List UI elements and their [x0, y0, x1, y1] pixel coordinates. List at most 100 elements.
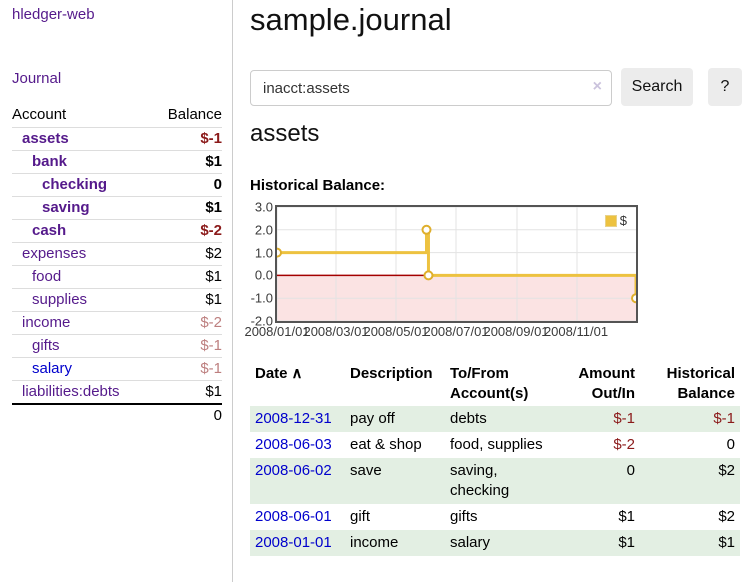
- x-tick-label: 2008/07/01: [423, 324, 489, 339]
- transaction-amount: $1: [618, 508, 635, 525]
- transaction-description: gift: [350, 508, 371, 525]
- transaction-balance: $2: [718, 508, 735, 525]
- transaction-amount: $-2: [613, 436, 635, 453]
- register-row: 2008-06-01 gift gifts $1 $2: [250, 504, 740, 530]
- main-content: sample.journal × Search ? assets Histori…: [244, 0, 742, 582]
- transaction-date-link[interactable]: 2008-06-01: [255, 508, 332, 525]
- transaction-description: income: [350, 534, 399, 551]
- account-row: supplies $1: [12, 288, 222, 312]
- account-column-header: Account: [12, 106, 67, 123]
- transaction-description: pay off: [350, 410, 395, 427]
- account-balance: $-2: [151, 219, 222, 243]
- account-row: liabilities:debts $1: [12, 380, 222, 404]
- balance-column-header: Historical Balance: [666, 365, 735, 402]
- account-link-supplies[interactable]: supplies: [32, 291, 88, 308]
- y-tick-label: 1.0: [254, 245, 273, 261]
- account-balance: $-1: [151, 334, 222, 358]
- sort-ascending-icon: ∧: [291, 365, 303, 382]
- account-link-expenses[interactable]: expenses: [22, 245, 87, 262]
- register-row: 2008-12-31 pay off debts $-1 $-1: [250, 406, 740, 432]
- x-tick-label: 2008/03/01: [303, 324, 369, 339]
- y-tick-label: 3.0: [254, 199, 273, 215]
- register-table: Date ∧ Description To/From Account(s) Amo…: [250, 362, 740, 556]
- y-tick-label: -2.0: [250, 313, 273, 329]
- account-row: saving $1: [12, 196, 222, 220]
- app-brand-link[interactable]: hledger-web: [12, 6, 95, 23]
- transaction-amount: $-1: [613, 410, 635, 427]
- y-tick-label: -1.0: [250, 290, 273, 306]
- sidebar-item-journal[interactable]: Journal: [12, 70, 62, 87]
- search-input[interactable]: [250, 70, 612, 106]
- account-row: bank $1: [12, 150, 222, 174]
- clear-search-icon[interactable]: ×: [592, 78, 602, 95]
- transaction-accounts: gifts: [450, 508, 478, 525]
- accounts-column-header: To/From Account(s): [450, 365, 529, 402]
- account-balance: $1: [151, 380, 222, 404]
- help-button[interactable]: ?: [708, 68, 742, 106]
- account-link-bank[interactable]: bank: [32, 153, 68, 170]
- transaction-date-link[interactable]: 2008-06-02: [255, 462, 332, 479]
- account-row: cash $-2: [12, 219, 222, 243]
- accounts-total-row: 0: [12, 403, 222, 427]
- transaction-amount: $1: [618, 534, 635, 551]
- transaction-accounts: debts: [450, 410, 487, 427]
- legend-swatch-icon: [604, 214, 617, 227]
- account-link-cash[interactable]: cash: [32, 222, 67, 239]
- account-row: assets $-1: [12, 127, 222, 151]
- transaction-balance: $2: [718, 462, 735, 479]
- register-table-header: Date ∧ Description To/From Account(s) Amo…: [250, 362, 740, 406]
- page-title: sample.journal: [250, 2, 452, 37]
- transaction-accounts: saving, checking: [450, 462, 510, 499]
- transaction-date-link[interactable]: 2008-01-01: [255, 534, 332, 551]
- transaction-amount: 0: [626, 462, 635, 479]
- account-link-income[interactable]: income: [22, 314, 71, 331]
- search-button[interactable]: Search: [621, 68, 693, 106]
- register-row: 2008-06-03 eat & shop food, supplies $-2…: [250, 432, 740, 458]
- sidebar: hledger-web Journal Account Balance asse…: [0, 0, 233, 582]
- x-tick-label: 2008/01/01: [244, 324, 310, 339]
- account-balance: $2: [151, 242, 222, 266]
- chart-legend: $: [604, 213, 627, 228]
- x-tick-label: 2008/09/01: [483, 324, 549, 339]
- account-row: expenses $2: [12, 242, 222, 266]
- date-column-header: Date ∧: [255, 365, 303, 382]
- account-heading: assets: [250, 120, 320, 147]
- account-link-liabilities-debts[interactable]: liabilities:debts: [22, 383, 120, 400]
- transaction-balance: $1: [718, 534, 735, 551]
- account-balance: $1: [151, 196, 222, 220]
- transaction-description: eat & shop: [350, 436, 422, 453]
- transaction-balance: 0: [726, 436, 735, 453]
- account-balance: $1: [151, 150, 222, 174]
- chart-title: Historical Balance:: [250, 177, 386, 194]
- account-balance: $1: [151, 265, 222, 289]
- account-link-gifts[interactable]: gifts: [32, 337, 60, 354]
- account-link-saving[interactable]: saving: [42, 199, 90, 216]
- account-balance: $1: [151, 288, 222, 312]
- search-input-wrap: ×: [250, 70, 612, 106]
- register-row: 2008-01-01 income salary $1 $1: [250, 530, 740, 556]
- chart-plot-area[interactable]: $: [275, 205, 638, 323]
- account-link-food[interactable]: food: [32, 268, 62, 285]
- chart-canvas: [277, 207, 636, 321]
- transaction-balance: $-1: [713, 410, 735, 427]
- transaction-date-link[interactable]: 2008-12-31: [255, 410, 332, 427]
- y-tick-label: 2.0: [254, 222, 273, 238]
- account-row: gifts $-1: [12, 334, 222, 358]
- account-balance: $-1: [151, 127, 222, 151]
- balance-column-header: Balance: [167, 106, 222, 123]
- account-row: food $1: [12, 265, 222, 289]
- account-row: checking 0: [12, 173, 222, 197]
- account-row: income $-2: [12, 311, 222, 335]
- description-column-header: Description: [350, 365, 433, 382]
- transaction-description: save: [350, 462, 382, 479]
- transaction-date-link[interactable]: 2008-06-03: [255, 436, 332, 453]
- account-balance: $-1: [151, 357, 222, 381]
- account-link-checking[interactable]: checking: [42, 176, 108, 193]
- account-link-assets[interactable]: assets: [22, 130, 69, 147]
- account-row: salary $-1: [12, 357, 222, 381]
- historical-balance-chart: 3.0 2.0 1.0 0.0 -1.0 -2.0 $ 2008/01/01 2…: [244, 199, 742, 349]
- legend-label: $: [619, 213, 627, 228]
- amount-column-header: Amount Out/In: [578, 365, 635, 402]
- register-row: 2008-06-02 save saving, checking 0 $2: [250, 458, 740, 504]
- account-link-salary[interactable]: salary: [32, 360, 73, 377]
